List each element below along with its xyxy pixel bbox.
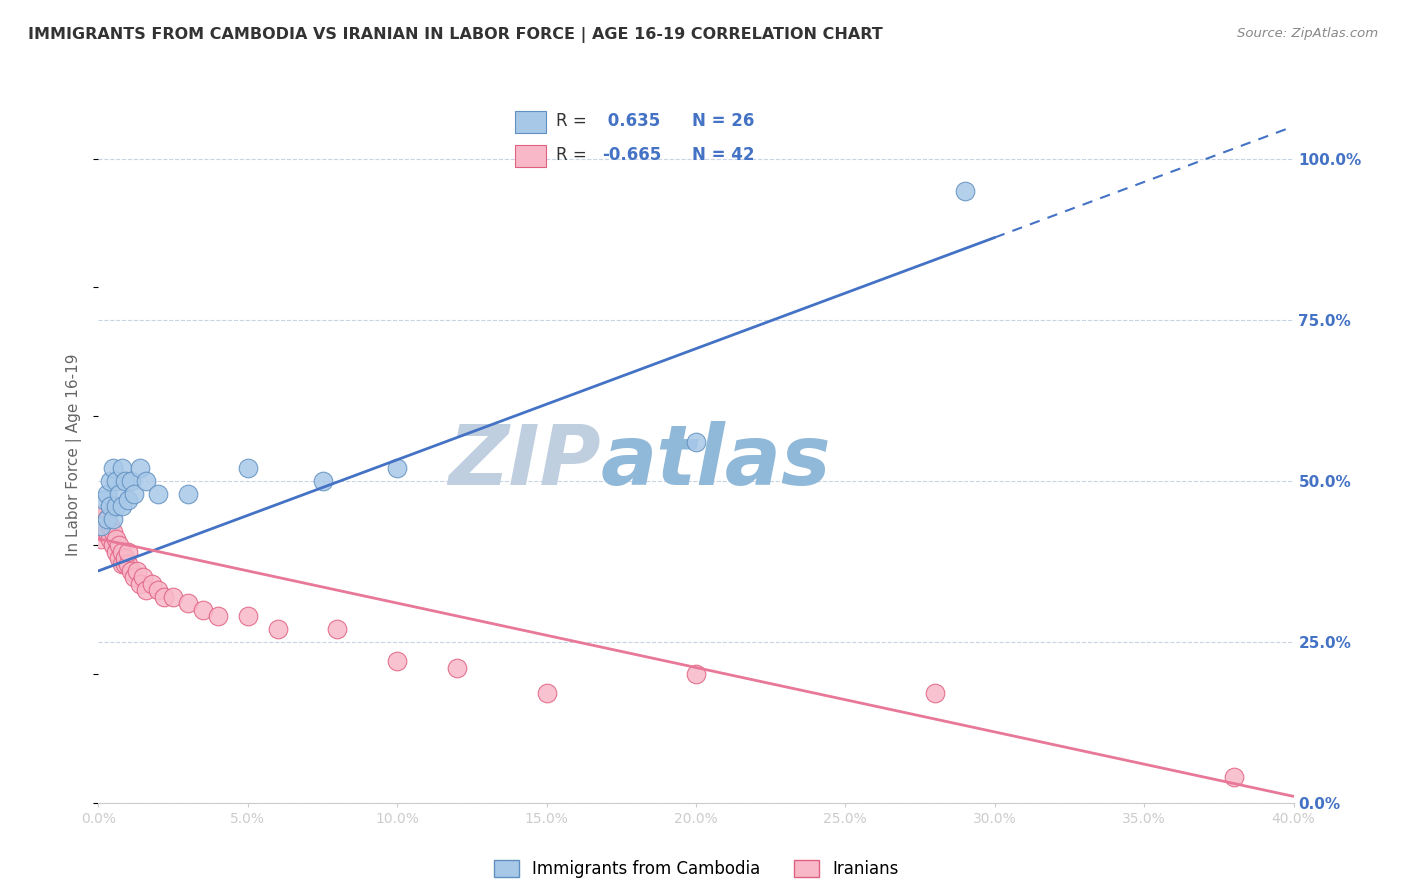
Point [207, 609, 229, 624]
Point [90, 532, 112, 546]
Point [129, 460, 152, 475]
Point [117, 493, 139, 508]
Text: 0.635: 0.635 [602, 112, 661, 130]
Point [114, 551, 136, 566]
Text: R =: R = [555, 146, 592, 164]
Point [114, 558, 136, 572]
FancyBboxPatch shape [516, 145, 547, 167]
Point [103, 525, 125, 540]
Point [103, 538, 125, 552]
Point [96, 512, 118, 526]
Point [90, 512, 112, 526]
Y-axis label: In Labor Force | Age 16-19: In Labor Force | Age 16-19 [66, 353, 83, 557]
Point [111, 460, 134, 475]
Point [93, 506, 115, 520]
Point [108, 551, 131, 566]
Point [177, 486, 200, 500]
Point [96, 486, 118, 500]
Point [446, 660, 468, 674]
Point [236, 460, 259, 475]
Point [114, 474, 136, 488]
Point [111, 500, 134, 514]
Text: IMMIGRANTS FROM CAMBODIA VS IRANIAN IN LABOR FORCE | AGE 16-19 CORRELATION CHART: IMMIGRANTS FROM CAMBODIA VS IRANIAN IN L… [28, 27, 883, 43]
Point [129, 576, 152, 591]
Point [953, 184, 976, 198]
Point [311, 474, 333, 488]
Text: Source: ZipAtlas.com: Source: ZipAtlas.com [1237, 27, 1378, 40]
Point [93, 493, 115, 508]
Text: -0.665: -0.665 [602, 146, 661, 164]
Point [103, 512, 125, 526]
Point [117, 558, 139, 572]
Point [105, 544, 128, 558]
Point [105, 532, 128, 546]
Point [124, 570, 146, 584]
Point [105, 474, 128, 488]
Text: atlas: atlas [600, 421, 831, 502]
Point [108, 486, 131, 500]
Point [111, 558, 134, 572]
Point [685, 667, 707, 681]
Point [100, 500, 122, 514]
Point [124, 486, 146, 500]
Text: R =: R = [555, 112, 592, 130]
Point [96, 512, 118, 526]
Point [100, 532, 122, 546]
Point [177, 596, 200, 610]
Point [153, 590, 176, 604]
Point [135, 474, 157, 488]
Point [120, 564, 142, 578]
Point [162, 590, 184, 604]
Point [385, 654, 409, 668]
Point [117, 544, 139, 558]
Point [105, 500, 128, 514]
Point [924, 686, 946, 700]
Point [191, 602, 214, 616]
Point [385, 460, 409, 475]
Point [100, 474, 122, 488]
Point [120, 474, 142, 488]
Point [148, 583, 170, 598]
Text: N = 26: N = 26 [692, 112, 754, 130]
Point [141, 576, 163, 591]
Point [96, 525, 118, 540]
Point [267, 622, 290, 636]
Point [108, 538, 131, 552]
Point [127, 564, 149, 578]
Point [1223, 770, 1246, 784]
Point [90, 518, 112, 533]
Text: ZIP: ZIP [447, 421, 600, 502]
Point [326, 622, 349, 636]
Point [236, 609, 259, 624]
Point [100, 518, 122, 533]
Legend: Immigrants from Cambodia, Iranians: Immigrants from Cambodia, Iranians [486, 854, 905, 885]
Point [103, 460, 125, 475]
Text: N = 42: N = 42 [692, 146, 754, 164]
FancyBboxPatch shape [516, 111, 547, 134]
Point [148, 486, 170, 500]
Point [132, 570, 155, 584]
Point [536, 686, 558, 700]
Point [685, 435, 707, 450]
Point [135, 583, 157, 598]
Point [93, 525, 115, 540]
Point [111, 544, 134, 558]
